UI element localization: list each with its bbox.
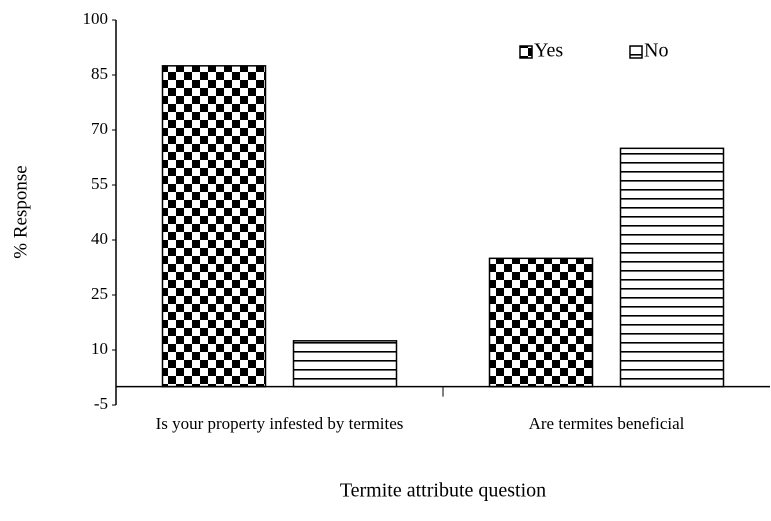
- y-tick-label: 25: [91, 284, 108, 303]
- y-tick-label: 55: [91, 174, 108, 193]
- x-tick-label: Is your property infested by termites: [155, 414, 404, 433]
- y-tick-label: 10: [91, 339, 108, 358]
- legend-swatch: [519, 45, 533, 59]
- bar: [292, 340, 398, 388]
- y-tick-label: 100: [83, 9, 109, 28]
- x-tick-label: Are termites beneficial: [528, 414, 685, 433]
- legend-label: Yes: [534, 40, 563, 62]
- y-tick-label: -5: [94, 394, 108, 413]
- legend-label: No: [644, 40, 668, 62]
- bar: [161, 65, 267, 388]
- legend-swatch: [629, 45, 643, 59]
- y-axis-label: % Response: [10, 165, 31, 258]
- x-axis-label: Termite attribute question: [340, 480, 546, 502]
- bar: [488, 257, 594, 388]
- y-tick-label: 85: [91, 64, 108, 83]
- y-tick-label: 70: [91, 119, 108, 138]
- bar: [619, 147, 725, 388]
- y-tick-label: 40: [91, 229, 108, 248]
